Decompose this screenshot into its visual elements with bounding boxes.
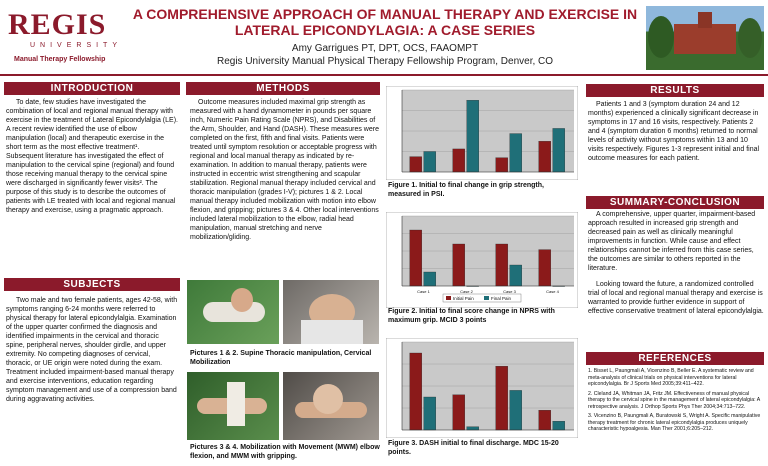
- author-block: Amy Garrigues PT, DPT, OCS, FAAOMPT Regi…: [130, 42, 640, 68]
- summary-heading: SUMMARY-CONCLUSION: [586, 196, 764, 209]
- logo-wordmark: REGIS: [8, 8, 107, 41]
- bar-final: [552, 128, 565, 173]
- bar-initial: [409, 156, 422, 173]
- bar-final: [509, 264, 522, 287]
- bar-initial: [538, 249, 551, 287]
- category-label: Case 3: [503, 289, 516, 294]
- bar-final: [509, 390, 522, 431]
- picture-3-mwm-elbow-flexion: [187, 372, 279, 440]
- figure-2-nprs-chart: Case 1 Case 2 Case 3 Case 4 Initial Pain Fina…: [386, 212, 578, 308]
- subjects-heading: SUBJECTS: [4, 278, 180, 291]
- picture-4-mwm-gripping: [283, 372, 379, 440]
- bar-final: [423, 396, 436, 431]
- bar-initial: [538, 410, 551, 431]
- category-label: Case 2: [460, 289, 473, 294]
- bar-initial: [452, 394, 465, 431]
- reference-item: 3. Vicenzino B, Paungmali A, Buratowski …: [588, 413, 761, 432]
- bar-initial: [495, 366, 508, 431]
- references-heading: REFERENCES: [586, 352, 764, 365]
- poster-title: A COMPREHENSIVE APPROACH OF MANUAL THERA…: [132, 6, 638, 38]
- figure-1-caption: Figure 1. Initial to final change in gri…: [388, 182, 544, 198]
- bar-initial: [452, 148, 465, 173]
- picture-1-thoracic-manipulation: [187, 280, 279, 344]
- bar-final: [423, 271, 436, 287]
- figure-3-dash-chart: [386, 338, 578, 438]
- subjects-text: Two male and two female patients, ages 4…: [6, 297, 178, 403]
- campus-photo: [646, 6, 764, 70]
- picture-2-cervical-mobilization: [283, 280, 379, 344]
- results-text: Patients 1 and 3 (symptom duration 24 an…: [588, 101, 760, 162]
- figure-3-caption: Figure 3. DASH initial to final discharg…: [388, 440, 559, 456]
- bar-final: [466, 426, 479, 431]
- legend-swatch: [446, 296, 451, 300]
- introduction-heading: INTRODUCTION: [4, 82, 180, 95]
- bar-final: [552, 421, 565, 431]
- legend-box: [442, 293, 522, 303]
- legend-label: Final Pain: [491, 296, 512, 301]
- logo-subtitle: UNIVERSITY: [30, 42, 123, 49]
- bar-initial: [452, 243, 465, 287]
- author-name: Amy Garrigues PT, DPT, OCS, FAAOMPT: [291, 43, 479, 54]
- bar-initial: [409, 229, 422, 287]
- bar-initial: [538, 141, 551, 173]
- affiliation: Regis University Manual Physical Therapy…: [216, 56, 554, 67]
- bar-initial: [495, 157, 508, 173]
- bar-initial: [409, 352, 422, 431]
- figure-1-grip-strength-chart: [386, 86, 578, 180]
- bar-initial: [495, 243, 508, 287]
- legend-label: Initial Pain: [453, 296, 474, 301]
- fellowship-label: Manual Therapy Fellowship: [14, 56, 106, 63]
- methods-text: Outcome measures included maximal grip s…: [190, 99, 379, 241]
- reference-item: 2. Cleland JA, Whitman JA, Fritz JM. Eff…: [588, 390, 760, 410]
- bar-final: [423, 151, 436, 173]
- introduction-text: To date, few studies have investigated t…: [6, 99, 178, 214]
- summary-text-1: A comprehensive, upper quarter, impairme…: [588, 211, 756, 272]
- methods-heading: METHODS: [186, 82, 380, 95]
- regis-logo: REGIS UNIVERSITY: [4, 4, 122, 68]
- references-list: 1. Bisset L, Paungmali A, Vicenzino B, B…: [588, 368, 764, 433]
- category-label: Case 4: [546, 289, 559, 294]
- bar-final: [509, 133, 522, 173]
- bar-final: [466, 100, 479, 173]
- legend-swatch: [484, 296, 489, 300]
- figure-2-caption: Figure 2. Initial to final score change …: [388, 308, 555, 324]
- caption-pictures-1-2: Pictures 1 & 2. Supine Thoracic manipula…: [190, 350, 372, 366]
- summary-text-2: Looking toward the future, a randomized …: [588, 281, 764, 315]
- reference-item: 1. Bisset L, Paungmali A, Vicenzino B, B…: [588, 368, 754, 387]
- header-rule: [0, 74, 768, 76]
- caption-pictures-3-4: Pictures 3 & 4. Mobilization with Moveme…: [190, 444, 380, 460]
- category-label: Case 1: [417, 289, 430, 294]
- results-heading: RESULTS: [586, 84, 764, 97]
